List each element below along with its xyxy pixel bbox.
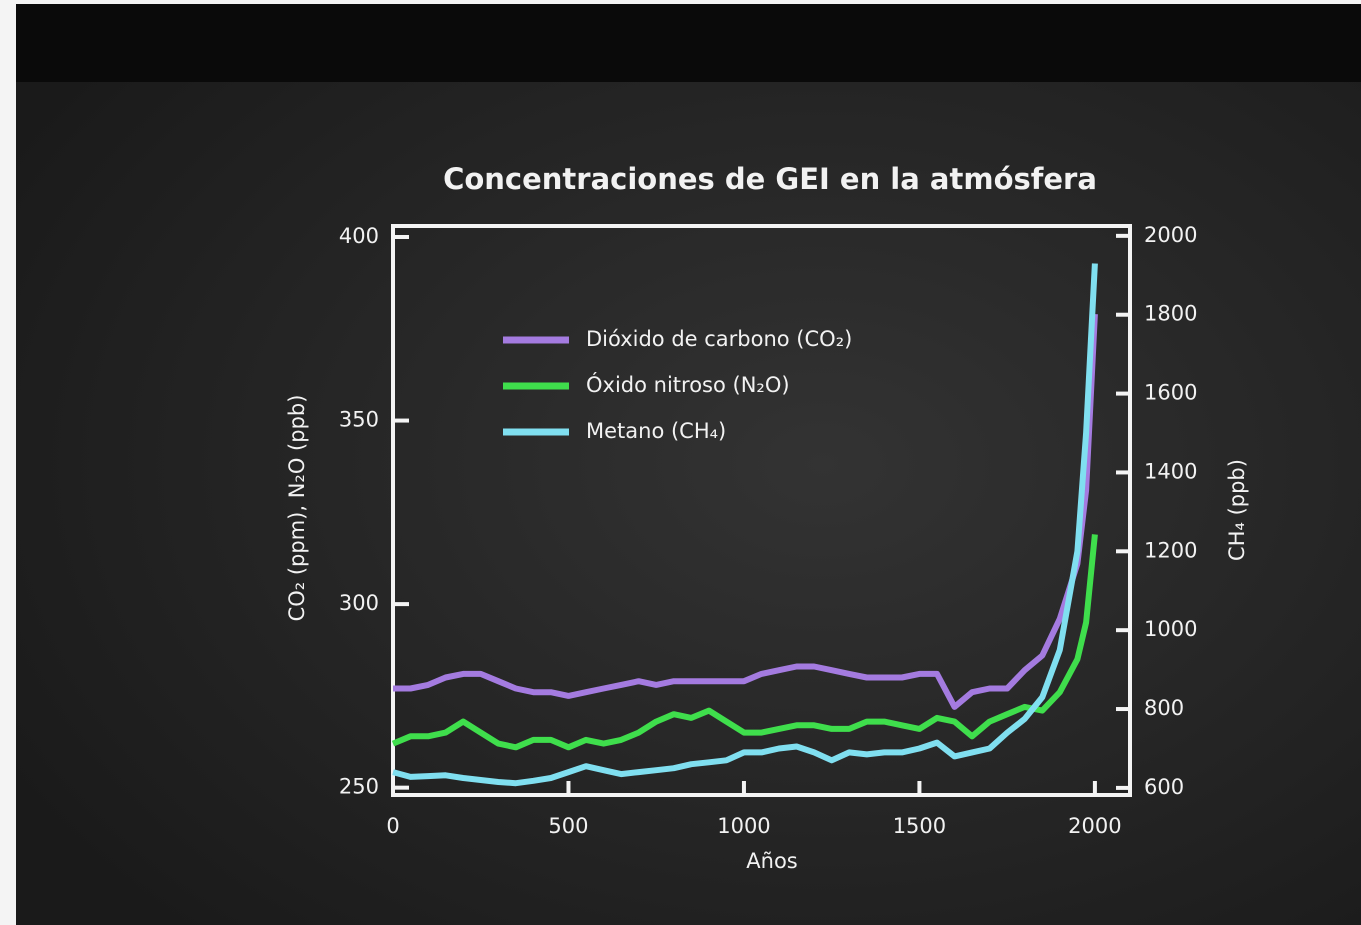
x-tick-label: 500 — [548, 814, 588, 838]
y2-tick-label: 800 — [1144, 696, 1184, 720]
x-tick-label: 1000 — [717, 814, 770, 838]
legend-label: Óxido nitroso (N₂O) — [586, 372, 790, 397]
x-axis-label: Años — [746, 849, 797, 873]
y2-axis-label: CH₄ (ppb) — [1225, 459, 1249, 561]
y2-tick-label: 1600 — [1144, 381, 1197, 405]
y-tick-label: 300 — [339, 591, 379, 615]
y2-tick-label: 1800 — [1144, 302, 1197, 326]
y2-tick-label: 1200 — [1144, 538, 1197, 562]
x-tick-label: 1500 — [893, 814, 946, 838]
y-tick-label: 250 — [339, 775, 379, 799]
x-tick-label: 0 — [386, 814, 399, 838]
y-tick-label: 350 — [339, 408, 379, 432]
plot-frame — [391, 224, 1132, 797]
series-line — [392, 263, 1098, 787]
y2-tick-label: 1400 — [1144, 459, 1197, 483]
y2-tick-label: 1000 — [1144, 617, 1197, 641]
legend-label: Dióxido de carbono (CO₂) — [586, 327, 852, 351]
y-tick-label: 400 — [339, 224, 379, 248]
legend-label: Metano (CH₄) — [586, 419, 726, 443]
y2-tick-label: 600 — [1144, 775, 1184, 799]
y-axis-label: CO₂ (ppm), N₂O (ppb) — [285, 395, 309, 622]
series-line — [393, 313, 1098, 710]
series-line — [391, 534, 1098, 751]
top-band — [16, 4, 1361, 82]
chart-title: Concentraciones de GEI en la atmósfera — [443, 162, 1097, 196]
y2-tick-label: 2000 — [1144, 223, 1197, 247]
x-tick-label: 2000 — [1068, 814, 1121, 838]
background — [16, 4, 1361, 925]
